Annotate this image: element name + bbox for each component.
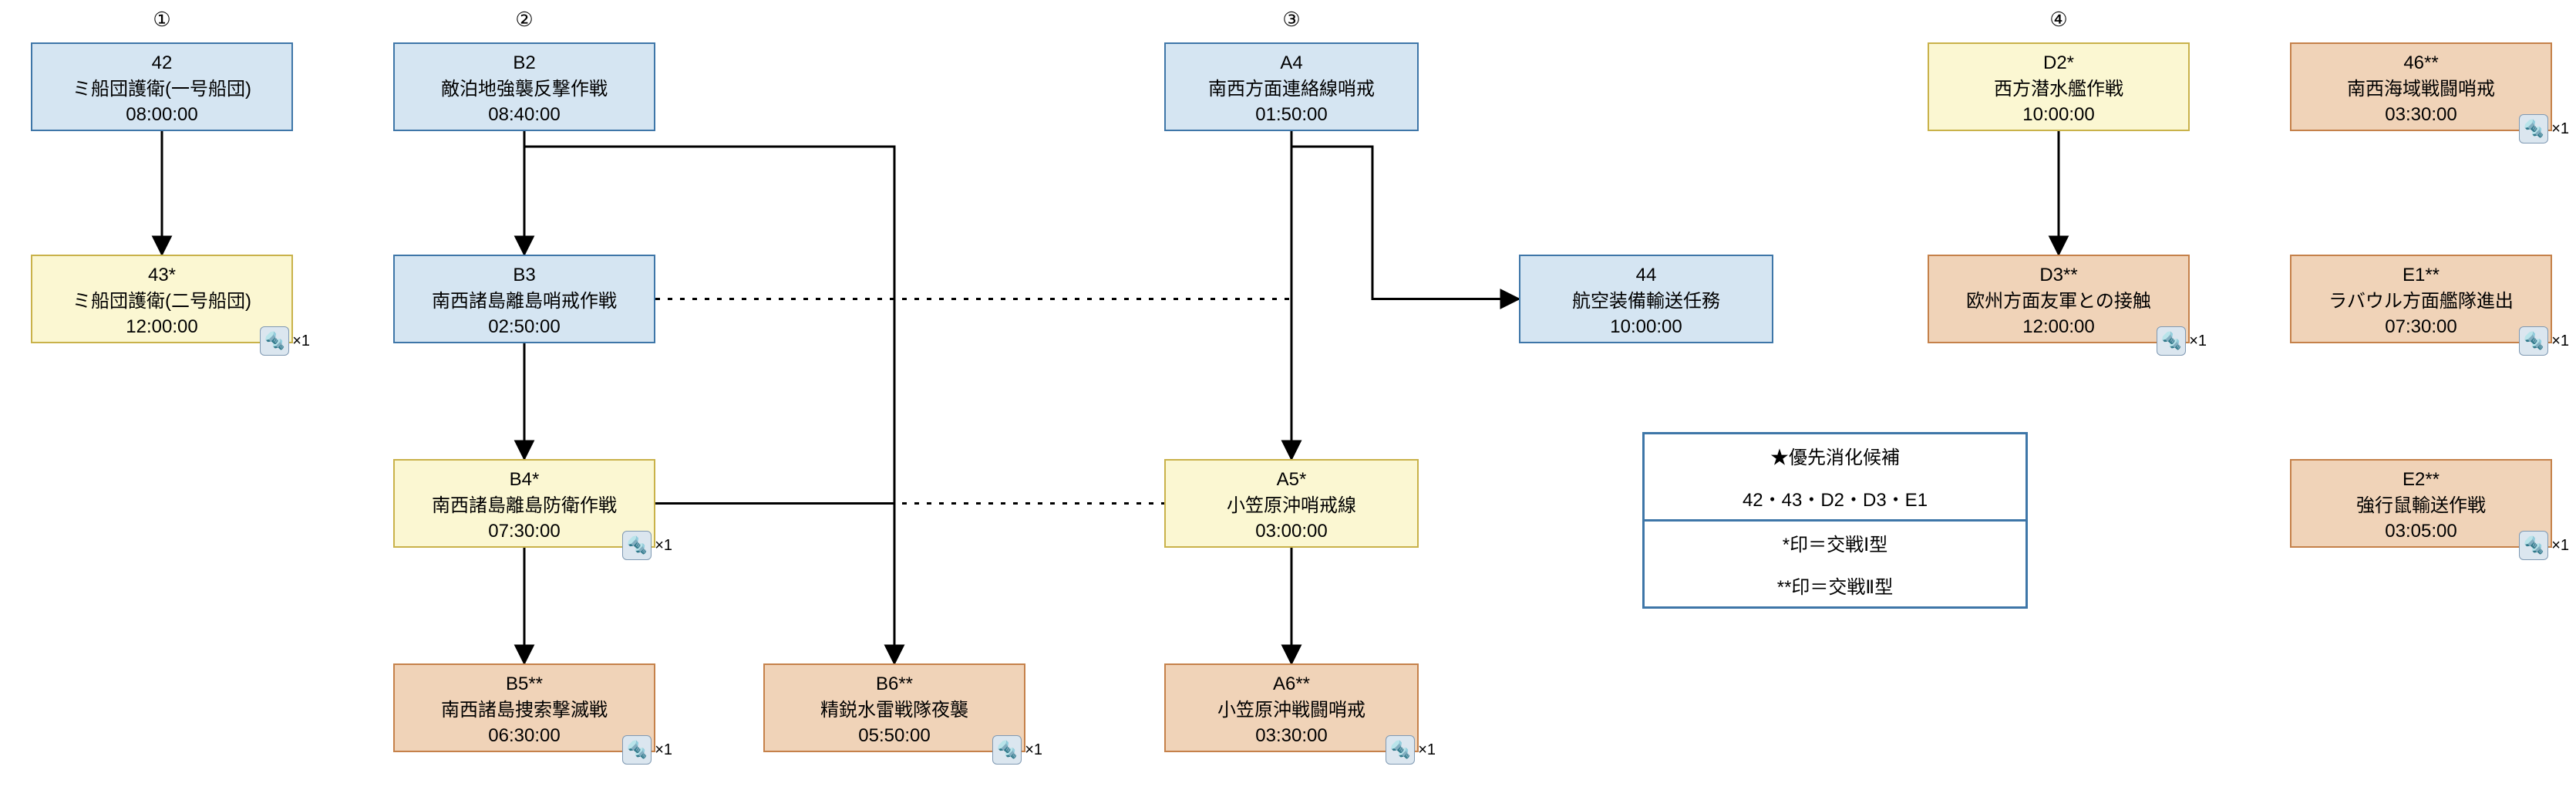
node-time: 03:30:00 [1170, 723, 1413, 749]
node-code: B3 [399, 262, 649, 289]
node-title: 南西方面連絡線哨戒 [1170, 76, 1413, 103]
flow-node-46starstar: 46**南西海域戦闘哨戒03:30:00🔩×1 [2290, 42, 2552, 131]
node-title: 欧州方面友軍との接触 [1934, 289, 2184, 315]
node-title: 強行鼠輸送作戦 [2296, 493, 2546, 519]
legend-box: ★優先消化候補42・43・D2・D3・E1*印＝交戦Ⅰ型**印＝交戦Ⅱ型 [1642, 432, 2028, 609]
node-time: 10:00:00 [1525, 314, 1767, 340]
node-title: 敵泊地強襲反撃作戦 [399, 76, 649, 103]
node-time: 03:30:00 [2296, 102, 2546, 128]
flow-edge [1291, 131, 1519, 299]
node-title: ミ船団護衛(二号船団) [37, 289, 287, 315]
flow-edge [524, 131, 894, 663]
node-time: 07:30:00 [2296, 314, 2546, 340]
node-title: 小笠原沖哨戒線 [1170, 493, 1413, 519]
legend-priority: 42・43・D2・D3・E1 [1645, 477, 2025, 519]
flow-node-E1starstar: E1**ラバウル方面艦隊進出07:30:00🔩×1 [2290, 255, 2552, 343]
legend-note-1: *印＝交戦Ⅰ型 [1645, 519, 2025, 564]
node-title: 西方潜水艦作戦 [1934, 76, 2184, 103]
node-code: D2* [1934, 50, 2184, 76]
node-code: A6** [1170, 671, 1413, 697]
node-code: B6** [769, 671, 1019, 697]
flow-node-B4star: B4*南西諸島離島防衛作戦07:30:00🔩×1 [393, 459, 655, 548]
flow-node-A4: A4南西方面連絡線哨戒01:50:00 [1164, 42, 1419, 131]
legend-title: ★優先消化候補 [1645, 434, 2025, 477]
node-code: 43* [37, 262, 287, 289]
flow-edge [655, 299, 1291, 460]
column-label: ③ [1268, 8, 1315, 32]
flow-node-B6starstar: B6**精鋭水雷戦隊夜襲05:50:00🔩×1 [763, 663, 1025, 752]
flow-node-43star: 43*ミ船団護衛(二号船団)12:00:00🔩×1 [31, 255, 293, 343]
legend-note-2: **印＝交戦Ⅱ型 [1645, 564, 2025, 606]
node-title: 小笠原沖戦闘哨戒 [1170, 697, 1413, 724]
node-code: B2 [399, 50, 649, 76]
node-code: A5* [1170, 467, 1413, 493]
node-time: 08:40:00 [399, 102, 649, 128]
node-time: 06:30:00 [399, 723, 649, 749]
node-code: E2** [2296, 467, 2546, 493]
flow-node-A5star: A5*小笠原沖哨戒線03:00:00 [1164, 459, 1419, 548]
node-time: 10:00:00 [1934, 102, 2184, 128]
node-time: 08:00:00 [37, 102, 287, 128]
flow-node-42: 42ミ船団護衛(一号船団)08:00:00 [31, 42, 293, 131]
node-time: 05:50:00 [769, 723, 1019, 749]
node-title: 南西諸島離島防衛作戦 [399, 493, 649, 519]
node-title: 南西諸島捜索撃滅戦 [399, 697, 649, 724]
flow-node-44: 44航空装備輸送任務10:00:00 [1519, 255, 1773, 343]
node-code: 46** [2296, 50, 2546, 76]
node-code: 42 [37, 50, 287, 76]
column-label: ① [139, 8, 185, 32]
node-title: ラバウル方面艦隊進出 [2296, 289, 2546, 315]
node-time: 02:50:00 [399, 314, 649, 340]
flow-node-B2: B2敵泊地強襲反撃作戦08:40:00 [393, 42, 655, 131]
flow-node-B3: B3南西諸島離島哨戒作戦02:50:00 [393, 255, 655, 343]
column-label: ② [501, 8, 547, 32]
node-code: E1** [2296, 262, 2546, 289]
node-title: 南西海域戦闘哨戒 [2296, 76, 2546, 103]
flow-edge [655, 504, 894, 664]
column-label: ④ [2036, 8, 2082, 32]
node-time: 07:30:00 [399, 518, 649, 545]
node-time: 03:05:00 [2296, 518, 2546, 545]
node-code: D3** [1934, 262, 2184, 289]
node-time: 12:00:00 [1934, 314, 2184, 340]
flow-node-E2starstar: E2**強行鼠輸送作戦03:05:00🔩×1 [2290, 459, 2552, 548]
node-time: 01:50:00 [1170, 102, 1413, 128]
node-title: 精鋭水雷戦隊夜襲 [769, 697, 1019, 724]
node-time: 12:00:00 [37, 314, 287, 340]
node-code: A4 [1170, 50, 1413, 76]
flow-node-A6starstar: A6**小笠原沖戦闘哨戒03:30:00🔩×1 [1164, 663, 1419, 752]
flow-node-D3starstar: D3**欧州方面友軍との接触12:00:00🔩×1 [1928, 255, 2190, 343]
node-code: B5** [399, 671, 649, 697]
node-time: 03:00:00 [1170, 518, 1413, 545]
node-title: 南西諸島離島哨戒作戦 [399, 289, 649, 315]
flow-node-B5starstar: B5**南西諸島捜索撃滅戦06:30:00🔩×1 [393, 663, 655, 752]
diagram-canvas: ①②③④42ミ船団護衛(一号船団)08:00:0043*ミ船団護衛(二号船団)1… [0, 0, 2576, 790]
node-code: B4* [399, 467, 649, 493]
node-title: 航空装備輸送任務 [1525, 289, 1767, 315]
flow-node-D2star: D2*西方潜水艦作戦10:00:00 [1928, 42, 2190, 131]
node-title: ミ船団護衛(一号船団) [37, 76, 287, 103]
node-code: 44 [1525, 262, 1767, 289]
